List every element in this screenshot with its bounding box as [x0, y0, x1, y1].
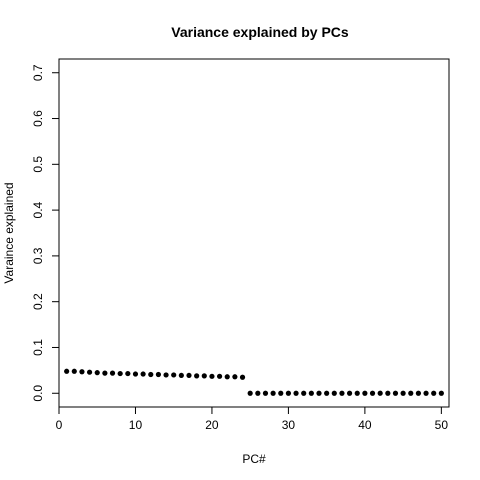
data-point [239, 374, 246, 380]
data-point [293, 390, 299, 396]
data-point [316, 390, 322, 396]
data-point [255, 390, 261, 396]
data-point [301, 390, 307, 396]
x-tick-label: 20 [205, 418, 219, 432]
data-point [415, 390, 422, 396]
y-tick-label: 0.4 [31, 201, 45, 218]
data-point [331, 390, 337, 396]
data-point [400, 390, 406, 396]
data-point [64, 368, 70, 374]
data-point [109, 370, 116, 376]
data-point [71, 368, 77, 374]
data-point [247, 390, 253, 396]
x-tick-label: 40 [358, 418, 372, 432]
data-point [171, 372, 177, 378]
y-axis: 0.0 0.1 0.2 0.3 0.4 0.5 0.6 0.7 [31, 64, 60, 402]
data-point [86, 369, 93, 375]
data-point [94, 370, 100, 376]
data-point [278, 390, 284, 396]
data-point [194, 373, 200, 379]
data-point [354, 390, 360, 396]
data-point [339, 390, 345, 396]
plot-frame [58, 58, 450, 408]
data-point [324, 390, 330, 396]
data-point [201, 373, 207, 379]
data-point [79, 369, 85, 375]
y-tick-label: 0.0 [31, 385, 45, 402]
data-point [385, 390, 391, 396]
data-points [64, 368, 444, 396]
data-point [224, 374, 230, 380]
data-point [308, 390, 314, 396]
x-tick-label: 30 [282, 418, 296, 432]
chart-title: Variance explained by PCs [171, 24, 349, 40]
x-axis-label: PC# [242, 452, 266, 466]
data-point [346, 390, 353, 396]
data-point [148, 371, 154, 378]
y-tick-label: 0.2 [31, 293, 45, 310]
x-tick-label: 0 [56, 418, 63, 432]
data-point [163, 372, 169, 378]
y-axis-label: Varaince explained [2, 182, 16, 283]
data-point [270, 390, 276, 396]
data-point [392, 390, 399, 396]
data-point [102, 370, 108, 376]
data-point [132, 371, 139, 377]
data-point [209, 373, 215, 379]
data-point [377, 390, 383, 396]
data-point [125, 370, 131, 377]
data-point [155, 371, 162, 378]
data-point [232, 374, 238, 380]
data-point [117, 370, 123, 377]
data-point [423, 390, 429, 396]
data-point [285, 390, 292, 396]
data-point [262, 390, 269, 396]
y-tick-label: 0.5 [31, 156, 45, 173]
y-tick-label: 0.7 [31, 64, 45, 81]
y-tick-label: 0.1 [31, 339, 45, 356]
data-point [216, 373, 223, 379]
data-point [362, 390, 368, 396]
data-point [438, 390, 444, 396]
data-point [369, 390, 376, 396]
x-tick-label: 50 [435, 418, 449, 432]
y-tick-label: 0.6 [31, 110, 45, 127]
x-axis: 0 10 20 30 40 50 [56, 406, 449, 432]
data-point [408, 390, 414, 396]
data-point [186, 372, 192, 379]
y-tick-label: 0.3 [31, 247, 45, 264]
x-tick-label: 10 [129, 418, 143, 432]
data-point [431, 390, 437, 396]
data-point [178, 372, 184, 379]
data-point [140, 371, 146, 377]
